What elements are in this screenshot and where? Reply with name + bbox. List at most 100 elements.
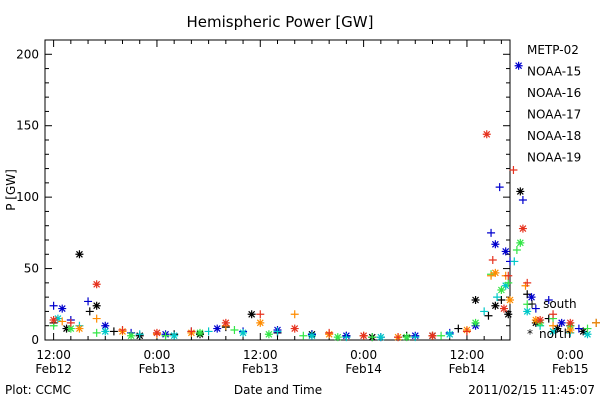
data-point [491, 240, 500, 249]
plot-credit: Plot: CCMC [5, 383, 71, 397]
axes: 05010015020012:00Feb120:00Feb1312:00Feb1… [16, 40, 589, 376]
legend-entry: NOAA-16 [527, 86, 581, 100]
data-point [402, 333, 411, 342]
data-point [49, 316, 58, 324]
data-point [487, 228, 496, 237]
data-point [85, 307, 94, 316]
data-point [501, 247, 510, 256]
data-point [437, 331, 446, 340]
data-point [471, 318, 480, 327]
legend-entry: NOAA-19 [527, 151, 581, 165]
data-point [491, 301, 500, 310]
data-point [325, 328, 334, 337]
data-point [491, 268, 500, 277]
x-tick-label-time: 12:00 [450, 348, 485, 362]
data-point [75, 324, 84, 333]
data-point [544, 296, 553, 304]
data-point [152, 328, 161, 337]
data-point [359, 331, 368, 340]
data-point [549, 321, 558, 330]
data-point [66, 318, 75, 327]
data-point [196, 328, 204, 337]
data-point [536, 316, 545, 324]
x-tick-label-time: 12:00 [243, 348, 278, 362]
data-point [504, 278, 513, 287]
y-tick-label: 200 [16, 47, 39, 61]
data-point [66, 324, 75, 333]
y-tick-label: 50 [24, 262, 39, 276]
marker-legend: + south * north [527, 297, 577, 341]
data-point [510, 257, 519, 266]
data-point [333, 333, 342, 342]
legend-entry: NOAA-17 [527, 108, 581, 122]
data-point [531, 316, 540, 324]
data-point [273, 327, 282, 336]
data-point [299, 331, 308, 340]
data-point [497, 286, 506, 294]
marker-label: south [543, 297, 577, 311]
data-point [574, 324, 583, 333]
data-point [127, 331, 136, 340]
data-point [480, 307, 489, 316]
legend-entry: METP-02 [527, 43, 579, 57]
legend-entry: NOAA-18 [527, 129, 581, 143]
data-point [109, 327, 118, 336]
data-point [504, 271, 513, 280]
data-point [509, 166, 518, 174]
x-tick-label-time: 12:00 [36, 348, 71, 362]
data-point [512, 246, 521, 254]
data-point [264, 330, 273, 339]
x-tick-label-time: 0:00 [143, 348, 170, 362]
timestamp: 2011/02/15 11:45:07 [468, 383, 595, 397]
data-point [497, 296, 506, 304]
data-point [518, 224, 527, 233]
x-tick-label-date: Feb13 [242, 362, 279, 376]
data-point [92, 280, 101, 289]
data-point [247, 310, 256, 319]
marker-symbol: * [527, 327, 533, 341]
data-point [92, 328, 101, 337]
data-point [342, 333, 351, 342]
data-point [482, 130, 491, 139]
data-point [504, 310, 513, 319]
data-point [488, 256, 497, 264]
data-point [553, 324, 562, 333]
data-point [487, 271, 496, 280]
data-point [411, 333, 420, 342]
data-point [523, 290, 532, 299]
data-point [499, 304, 508, 313]
data-point [501, 281, 510, 290]
x-tick-label-date: Feb14 [345, 362, 382, 376]
data-point [53, 314, 62, 323]
data-point [523, 278, 532, 287]
data-point [75, 250, 84, 259]
data-point [307, 331, 316, 340]
data-point [516, 187, 525, 196]
data-point [454, 324, 463, 333]
data-point [527, 293, 536, 302]
data-point [566, 318, 575, 327]
data-point [531, 304, 540, 313]
data-point [170, 331, 179, 340]
data-point [523, 307, 532, 316]
plot-frame [44, 39, 511, 341]
data-point [557, 318, 566, 327]
y-axis-label: P [GW] [4, 169, 18, 211]
x-tick-label-time: 0:00 [350, 348, 377, 362]
marker-symbol: + [527, 297, 537, 311]
y-tick-label: 0 [31, 333, 39, 347]
data-point [135, 330, 144, 339]
y-tick-label: 150 [16, 119, 39, 133]
marker-legend-entry: * north [527, 327, 571, 341]
x-tick-label-date: Feb13 [139, 362, 176, 376]
data-point [84, 297, 93, 306]
data-point [290, 324, 299, 333]
marker-legend-entry: + south [527, 297, 577, 311]
data-point [583, 324, 592, 333]
data-point [523, 300, 532, 309]
data-point [368, 333, 377, 342]
data-point [92, 301, 101, 310]
data-point [493, 293, 502, 302]
data-point [549, 310, 558, 319]
